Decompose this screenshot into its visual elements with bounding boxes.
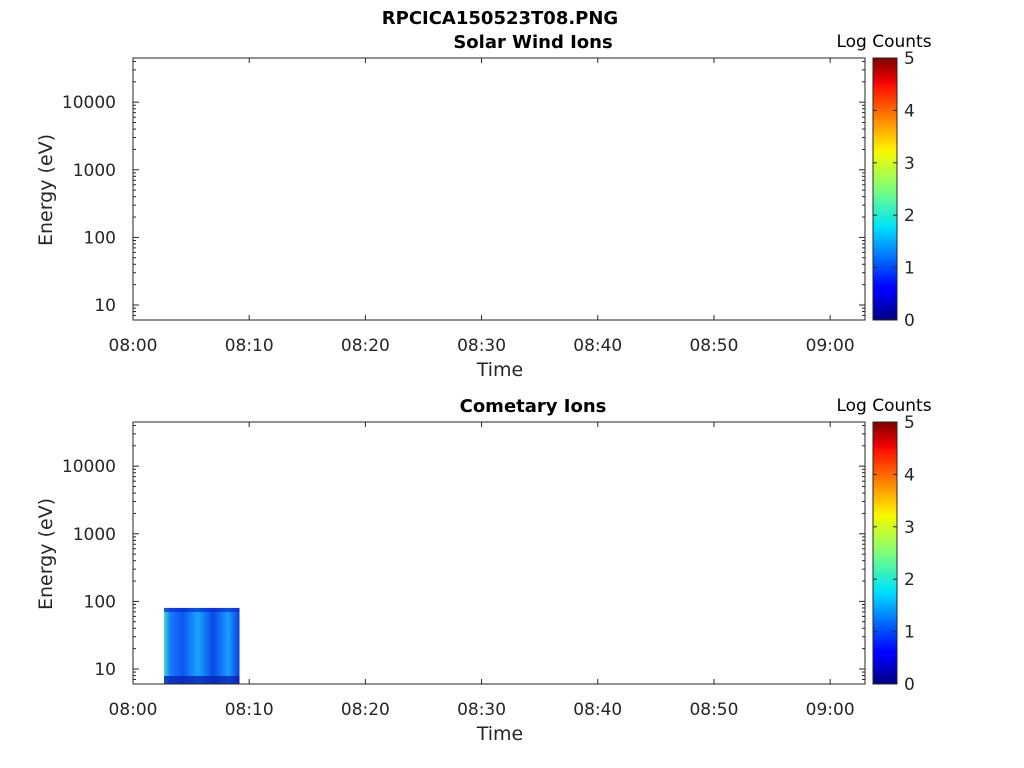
y-tick-label: 100 [84, 228, 116, 248]
plot-frame [132, 421, 866, 685]
x-tick-label: 08:00 [109, 336, 158, 356]
x-tick-label: 09:00 [806, 336, 855, 356]
colorbar-tick-label: 2 [904, 206, 915, 226]
plot-frame [132, 57, 866, 321]
x-tick-label: 08:30 [457, 700, 506, 720]
x-axis-label: Time [476, 723, 524, 745]
colorbar-label: Log Counts [836, 32, 931, 52]
y-tick-label: 100 [84, 592, 116, 612]
colorbar-tick-label: 2 [904, 570, 915, 590]
spectrogram-cell-low-band [163, 676, 240, 684]
colorbar-label: Log Counts [836, 396, 931, 416]
y-tick-label: 10000 [62, 93, 116, 113]
colorbar [872, 57, 898, 321]
colorbar-tick-label: 5 [904, 49, 915, 69]
x-tick-label: 08:20 [341, 700, 390, 720]
colorbar-tick-label: 4 [904, 101, 915, 121]
x-axis-label: Time [476, 359, 524, 381]
y-tick-label: 10000 [62, 457, 116, 477]
colorbar-tick-label: 0 [904, 675, 915, 695]
panel-solar-wind-ions: Solar Wind Ions 08:00 08:10 08:20 08:30 08:40… [35, 32, 932, 381]
x-tick-label: 08:20 [341, 336, 390, 356]
colorbar-tick-label: 4 [904, 465, 915, 485]
x-tick-label: 08:40 [573, 700, 622, 720]
y-tick-label: 1000 [73, 161, 116, 181]
colorbar-tick-label: 0 [904, 311, 915, 331]
spectrogram-cell-top-band [163, 607, 240, 612]
panel-title: Solar Wind Ions [453, 32, 612, 53]
x-tick-label: 09:00 [806, 700, 855, 720]
y-axis-label: Energy (eV) [35, 498, 57, 610]
y-axis-label: Energy (eV) [35, 134, 57, 246]
colorbar-tick-label: 5 [904, 413, 915, 433]
x-tick-label: 08:40 [573, 336, 622, 356]
colorbar-tick-label: 1 [904, 259, 915, 279]
x-tick-label: 08:10 [225, 336, 274, 356]
panel-title: Cometary Ions [460, 396, 607, 417]
y-tick-label: 10 [94, 660, 116, 680]
x-tick-label: 08:50 [689, 700, 738, 720]
spectrogram-cell [163, 607, 240, 684]
y-tick-label: 1000 [73, 525, 116, 545]
colorbar-tick-label: 1 [904, 623, 915, 643]
colorbar-tick-label: 3 [904, 154, 915, 174]
x-tick-label: 08:10 [225, 700, 274, 720]
x-tick-label: 08:50 [689, 336, 738, 356]
y-tick-label: 10 [94, 296, 116, 316]
panel-cometary-ions: Cometary Ions 08:00 08:10 08:20 08:30 08:40 08… [35, 396, 932, 745]
figure-title: RPCICA150523T08.PNG [382, 8, 618, 29]
x-tick-label: 08:00 [109, 700, 158, 720]
x-tick-label: 08:30 [457, 336, 506, 356]
colorbar-tick-label: 3 [904, 518, 915, 538]
colorbar [872, 421, 898, 685]
